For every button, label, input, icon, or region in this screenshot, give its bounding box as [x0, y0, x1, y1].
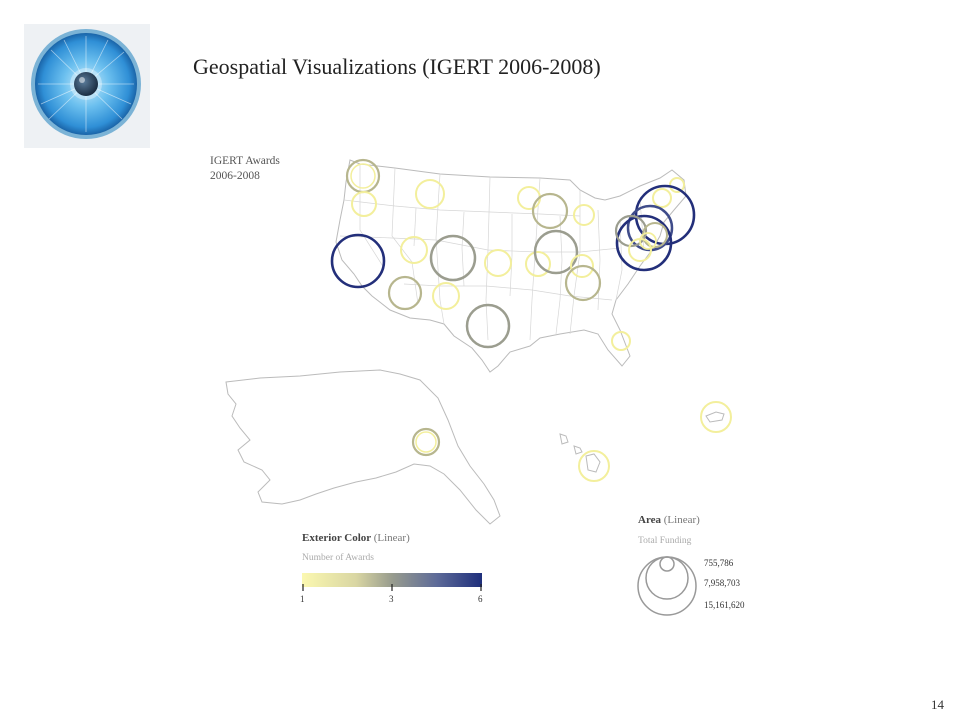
award-circle [351, 191, 377, 217]
award-circle [432, 282, 460, 310]
logo-eye-icon [24, 24, 150, 148]
award-circle [517, 186, 541, 210]
award-circle [570, 254, 594, 278]
award-circle [615, 214, 673, 272]
area-legend-title-suffix: (Linear) [663, 514, 700, 526]
award-circle [415, 431, 437, 453]
award-circle [400, 236, 428, 264]
award-circle [387, 275, 423, 311]
hawaii-outline [559, 433, 601, 473]
color-legend-tick-label: 1 [300, 594, 305, 604]
award-circle [578, 450, 610, 482]
color-legend-tick-label: 6 [478, 594, 483, 604]
area-legend-medium [645, 556, 689, 600]
area-legend-subtitle: Total Funding [638, 536, 692, 546]
award-circle [614, 214, 648, 248]
award-circles [330, 158, 732, 482]
area-legend-title-text: Area [638, 514, 662, 526]
area-legend-large [637, 556, 697, 616]
award-circle [411, 427, 441, 457]
award-circle [429, 234, 477, 282]
award-circle [573, 204, 595, 226]
award-circle [669, 177, 685, 193]
page-number: 14 [931, 697, 944, 712]
color-legend-title-suffix: (Linear) [373, 532, 410, 544]
award-circle [525, 251, 551, 277]
area-legend-circles [637, 556, 697, 616]
award-circle [350, 163, 376, 189]
area-legend-small [659, 556, 675, 572]
area-legend-label: 7,958,703 [704, 578, 740, 588]
area-legend-label: 755,786 [704, 558, 734, 568]
map-title-line2: 2006-2008 [210, 170, 260, 182]
award-circle [484, 249, 512, 277]
color-legend-bar [302, 573, 482, 587]
area-legend-label: 15,161,620 [704, 600, 745, 610]
map-title-line1: IGERT Awards [210, 155, 280, 167]
award-circle [564, 264, 602, 302]
award-circle [700, 401, 732, 433]
award-circle [531, 192, 569, 230]
award-circle [330, 233, 386, 289]
us-border [335, 159, 687, 373]
area-legend-title: Area (Linear) [638, 514, 700, 526]
award-circle [652, 188, 672, 208]
award-circle [611, 331, 631, 351]
award-circle [639, 232, 657, 250]
puerto-rico-outline [705, 411, 725, 423]
color-legend-tick-label: 3 [389, 594, 394, 604]
map-title: IGERT Awards 2006-2008 [210, 154, 280, 184]
award-circle [533, 229, 579, 275]
color-legend-subtitle: Number of Awards [302, 553, 374, 563]
color-legend-title-text: Exterior Color [302, 532, 371, 544]
award-circle [415, 179, 445, 209]
award-circle [465, 303, 511, 349]
slide-title: Geospatial Visualizations (IGERT 2006-20… [193, 54, 601, 79]
color-legend-title: Exterior Color (Linear) [302, 532, 410, 544]
alaska-outline [225, 369, 501, 525]
